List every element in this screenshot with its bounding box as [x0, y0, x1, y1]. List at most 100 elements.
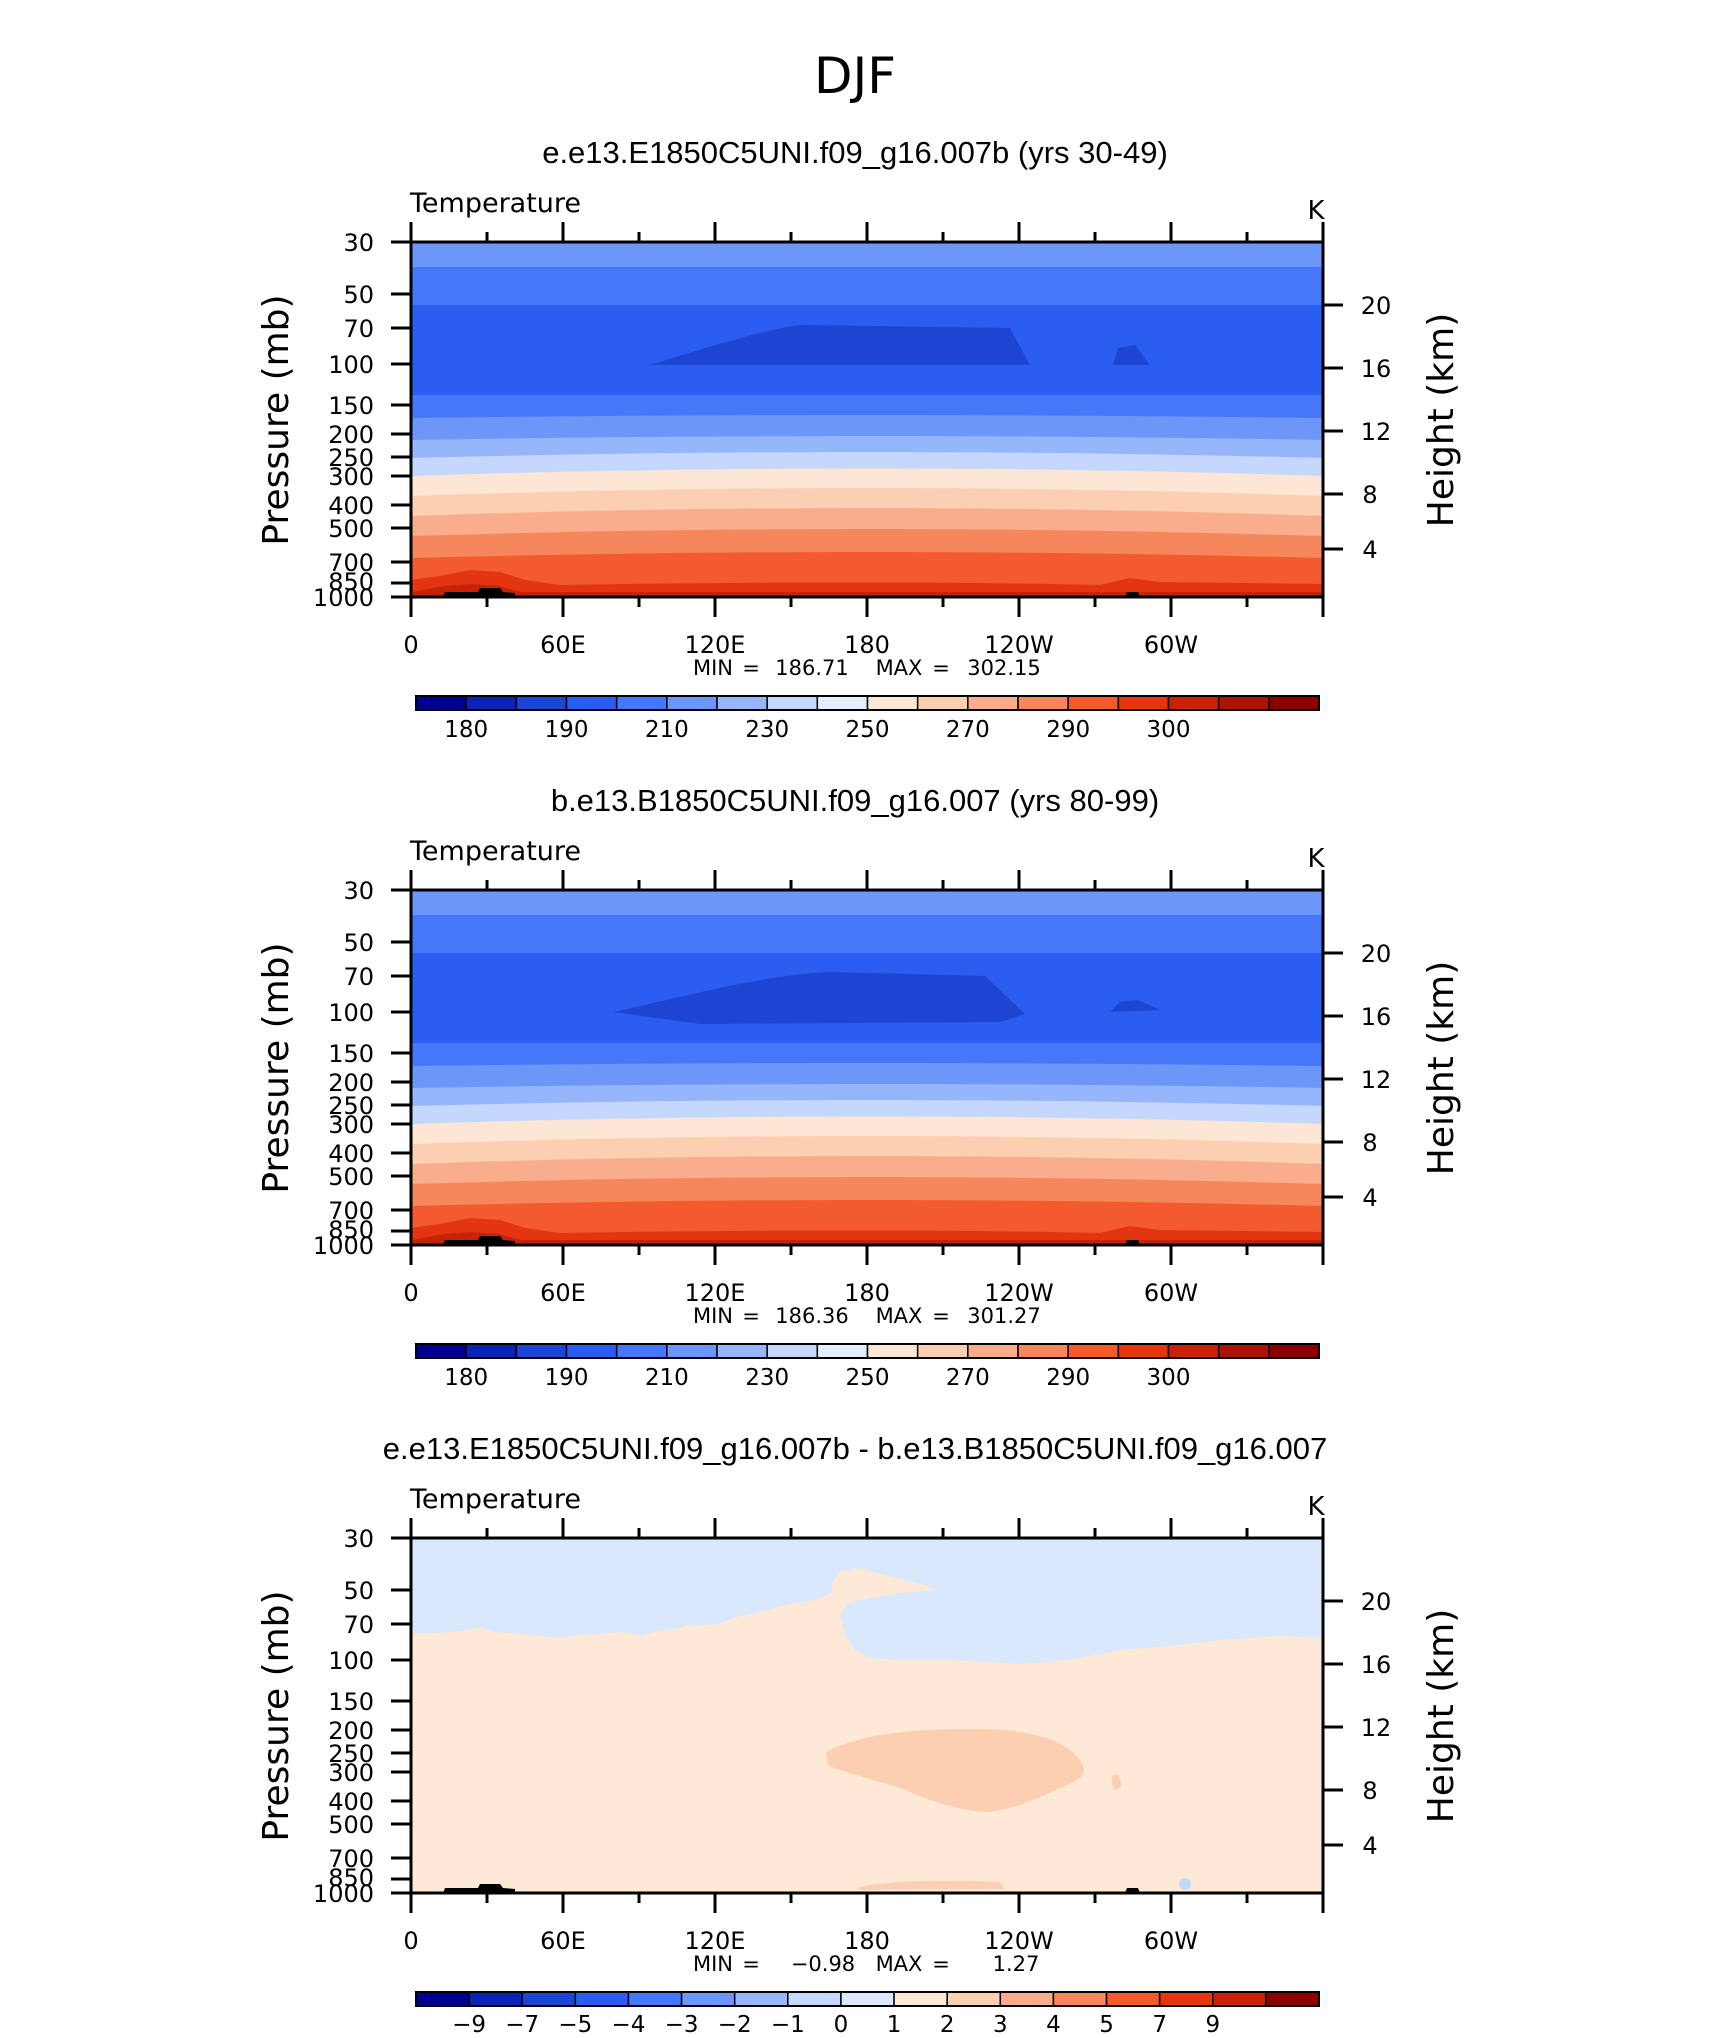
y-tick-label: 500 [328, 1163, 374, 1191]
cold-region [613, 972, 1025, 1024]
y2-tick-label: 8 [1362, 1777, 1377, 1805]
colorbar-label: −2 [718, 2012, 752, 2038]
band [411, 570, 1323, 597]
band [411, 529, 1323, 560]
colorbar-label: 270 [946, 717, 990, 743]
panel-3-y2-tick-labels: 20 16 12 8 4 [1361, 1588, 1392, 1860]
panel-2: b.e13.B1850C5UNI.f09_g16.007 (yrs 80-99)… [256, 783, 1462, 1391]
x-tick-label: 0 [403, 631, 418, 659]
y2-tick-label: 20 [1361, 1588, 1392, 1616]
y-tick-label: 400 [328, 492, 374, 520]
colorbar-swatch [515, 1343, 568, 1359]
y2-tick-label: 8 [1362, 481, 1377, 509]
y-tick-label: 150 [328, 1688, 374, 1716]
colorbar-swatch [1167, 695, 1220, 711]
panel-2-variable-label: Temperature [409, 836, 581, 867]
colorbar-swatch [1217, 695, 1270, 711]
y-tick-label: 1000 [313, 1232, 374, 1260]
panel-3-axes [391, 1518, 1343, 1913]
y-tick-label: 850 [328, 568, 374, 596]
panel-1-y-tick-labels: 30 50 70 100 150 200 250 300 400 500 700… [313, 229, 374, 612]
colorbar-label: −4 [612, 2012, 646, 2038]
colorbar-swatch [565, 1343, 618, 1359]
min-value: −0.98 [791, 1952, 855, 1976]
colorbar-label: 190 [545, 1365, 589, 1391]
y2-tick-label: 16 [1361, 355, 1392, 383]
colorbar-swatch [1067, 695, 1120, 711]
max-label: MAX [876, 656, 923, 680]
colorbar-label: 5 [1099, 2012, 1114, 2038]
y-tick-label: 50 [343, 1577, 374, 1605]
colorbar-swatch [1017, 1343, 1069, 1359]
y-tick-label: 300 [328, 463, 374, 491]
y-tick-label: 1000 [313, 1880, 374, 1908]
band [411, 1063, 1323, 1090]
colorbar-swatch [515, 695, 568, 711]
x-tick-label: 120E [685, 631, 746, 659]
panel-1-x-tick-labels: 0 60E 120E 180 120W 60W [403, 631, 1198, 659]
colorbar-swatch [1067, 1343, 1120, 1359]
y-tick-label: 50 [343, 929, 374, 957]
equals-sign: = [742, 656, 760, 680]
colorbar-swatch [1268, 1343, 1320, 1359]
colorbar-swatch [967, 695, 1019, 711]
max-label: MAX [876, 1952, 923, 1976]
panel-3: e.e13.E1850C5UNI.f09_g16.007b - b.e13.B1… [256, 1431, 1462, 2038]
colorbar-swatch [766, 1343, 819, 1359]
x-tick-label: 120W [984, 631, 1054, 659]
colorbar-swatch [787, 1991, 842, 2007]
colorbar-swatch [967, 1343, 1019, 1359]
x-tick-label: 60W [1144, 631, 1198, 659]
colorbar-swatch [866, 695, 919, 711]
y2-tick-label: 4 [1362, 1832, 1377, 1860]
colorbar-swatch [1217, 1343, 1270, 1359]
cold-region [650, 325, 1030, 365]
y-tick-label: 850 [328, 1216, 374, 1244]
y-tick-label: 700 [328, 549, 374, 577]
colorbar-swatch [840, 1991, 895, 2007]
y2-tick-label: 8 [1362, 1129, 1377, 1157]
colorbar-swatch [916, 695, 969, 711]
colorbar-label: 1 [887, 2012, 902, 2038]
y-tick-label: 100 [328, 1647, 374, 1675]
max-label: MAX [876, 1304, 923, 1328]
panel-2-y2-tick-labels: 20 16 12 8 4 [1361, 940, 1392, 1212]
y-tick-label: 250 [328, 1092, 374, 1120]
colorbar-swatch [1158, 1991, 1214, 2007]
y2-tick-label: 16 [1361, 1651, 1392, 1679]
colorbar-swatch [468, 1991, 523, 2007]
colorbar-swatch [946, 1991, 1002, 2007]
y2-tick-label: 16 [1361, 1003, 1392, 1031]
colorbar-label: 230 [745, 1365, 789, 1391]
colorbar-label: 9 [1205, 2012, 1220, 2038]
negative-region [1179, 1878, 1191, 1890]
colorbar-label: 300 [1147, 1365, 1191, 1391]
panel-1-colorbar: 180 190 210 230 250 270 290 300 [415, 695, 1320, 743]
equals-sign: = [742, 1304, 760, 1328]
panel-3-x-tick-labels: 0 60E 120E 180 120W 60W [403, 1927, 1198, 1955]
x-tick-label: 120W [984, 1927, 1054, 1955]
equals-sign: = [932, 1952, 950, 1976]
min-label: MIN [693, 1304, 733, 1328]
equals-sign: = [742, 1952, 760, 1976]
y-tick-label: 30 [343, 229, 374, 257]
colorbar-label: 270 [946, 1365, 990, 1391]
x-tick-label: 60E [540, 631, 586, 659]
y2-tick-label: 20 [1361, 940, 1392, 968]
y2-tick-label: 20 [1361, 292, 1392, 320]
max-value: 301.27 [967, 1304, 1040, 1328]
colorbar-swatch [816, 1343, 869, 1359]
min-value: 186.71 [775, 656, 848, 680]
band [411, 415, 1323, 442]
colorbar-swatch [666, 1343, 718, 1359]
colorbar-swatch [716, 695, 768, 711]
x-tick-label: 180 [844, 1927, 890, 1955]
band [411, 890, 1323, 915]
x-tick-label: 60W [1144, 1927, 1198, 1955]
colorbar-swatch [733, 1991, 789, 2007]
x-tick-label: 60E [540, 1927, 586, 1955]
y2-tick-label: 12 [1361, 1066, 1392, 1094]
colorbar-swatch [893, 1991, 948, 2007]
colorbar-label: −1 [771, 2012, 805, 2038]
colorbar-label: 290 [1046, 1365, 1090, 1391]
